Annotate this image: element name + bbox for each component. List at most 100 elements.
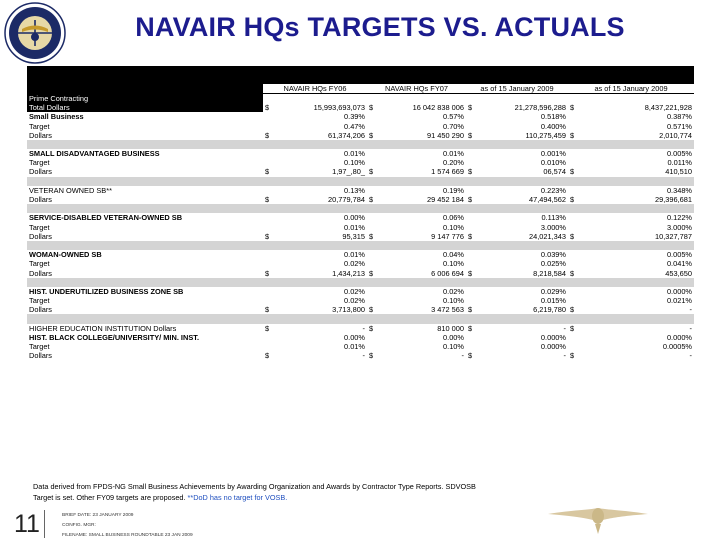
- currency-symbol: [466, 259, 482, 269]
- table-gap-row: [27, 314, 695, 324]
- targets-vs-actuals-table: NAVAIR HQs FY08 NAVAIR HQs FY09 ACTUALS ACT…: [27, 66, 695, 361]
- table-row: Target 0.02% 0.10% 0.015% 0.021%: [27, 296, 695, 306]
- currency-symbol: [568, 341, 580, 352]
- header-cell: [263, 66, 279, 76]
- currency-symbol: [367, 112, 378, 122]
- footnote-line-2: Target is set. Other FY09 targets are pr…: [33, 492, 593, 503]
- table-header-row: NAVAIR HQs FY06 NAVAIR HQs FY07 as of 15 J…: [27, 84, 695, 95]
- value-cell: 810 000: [378, 323, 466, 333]
- value-cell: 0.01%: [279, 149, 367, 159]
- header-cell: as of 15 January 2009: [466, 84, 568, 95]
- header-cell: as of 15 January 2009: [568, 84, 695, 95]
- value-cell: 47,494,562: [482, 194, 568, 205]
- value-cell: 61,374,206: [279, 130, 367, 140]
- currency-symbol: $: [466, 351, 482, 361]
- currency-symbol: [568, 332, 580, 342]
- value-cell: 410,510: [580, 167, 695, 177]
- value-cell: 0.122%: [580, 213, 695, 223]
- currency-symbol: $: [367, 167, 378, 177]
- row-label: Dollars: [27, 130, 263, 140]
- value-cell: 0.02%: [279, 259, 367, 269]
- value-cell: 2,010,774: [580, 130, 695, 140]
- header-cell: NAVAIR HQs FY07: [367, 84, 466, 95]
- currency-symbol: [568, 185, 580, 195]
- table-cell: [27, 139, 695, 149]
- value-cell: 24,021,343: [482, 231, 568, 241]
- brief-filename: FILENAME: SMALL BUSINESS ROUNDTABLE 23 J…: [62, 533, 193, 538]
- currency-symbol: [466, 296, 482, 306]
- value-cell: 0.04%: [378, 250, 466, 260]
- value-cell: 0.10%: [378, 341, 466, 352]
- currency-symbol: [466, 121, 482, 131]
- currency-symbol: [466, 250, 482, 260]
- value-cell: 0.02%: [279, 286, 367, 296]
- currency-symbol: $: [466, 323, 482, 333]
- currency-symbol: [568, 112, 580, 122]
- currency-symbol: [466, 222, 482, 232]
- currency-symbol: $: [568, 323, 580, 333]
- value-cell: 0.01%: [279, 341, 367, 352]
- currency-symbol: $: [367, 305, 378, 315]
- header-cell: [367, 75, 378, 85]
- currency-symbol: [466, 332, 482, 342]
- currency-symbol: [367, 158, 378, 168]
- header-cell: [27, 66, 263, 76]
- row-label: Target: [27, 259, 263, 269]
- table-cell: [27, 314, 695, 324]
- row-label: Small Business: [27, 112, 263, 122]
- value-cell: 0.029%: [482, 286, 568, 296]
- currency-symbol: [367, 341, 378, 352]
- value-cell: 0.20%: [378, 158, 466, 168]
- value-cell: 0.000%: [482, 341, 568, 352]
- row-label: Target: [27, 121, 263, 131]
- currency-symbol: $: [367, 268, 378, 278]
- value-cell: 0.02%: [279, 296, 367, 306]
- currency-symbol: $: [466, 268, 482, 278]
- currency-symbol: $: [263, 167, 279, 177]
- row-label: Dollars: [27, 167, 263, 177]
- table-row: Dollars $1,434,213 $6 006 694 $8,218,584 $45…: [27, 268, 695, 278]
- currency-symbol: [263, 112, 279, 122]
- row-label: HIGHER EDUCATION INSTITUTION Dollars: [27, 323, 263, 333]
- header-cell: [367, 66, 378, 76]
- currency-symbol: [263, 341, 279, 352]
- value-cell: 0.10%: [279, 158, 367, 168]
- currency-symbol: [568, 222, 580, 232]
- currency-symbol: [466, 112, 482, 122]
- currency-symbol: [466, 185, 482, 195]
- value-cell: 6 006 694: [378, 268, 466, 278]
- currency-symbol: [263, 213, 279, 223]
- table-row: Small Business 0.39% 0.57% 0.518% 0.387%: [27, 112, 695, 122]
- table-row: HIST. UNDERUTILIZED BUSINESS ZONE SB 0.02…: [27, 286, 695, 296]
- value-cell: 15,993,693,073: [279, 103, 367, 113]
- currency-symbol: [466, 158, 482, 168]
- value-cell: -: [279, 323, 367, 333]
- value-cell: 0.010%: [482, 158, 568, 168]
- currency-symbol: [568, 286, 580, 296]
- row-label: Target: [27, 341, 263, 352]
- footnote-line-1: Data derived from FPDS-NG Small Business…: [33, 482, 476, 491]
- value-cell: 21,278,596,288: [482, 103, 568, 113]
- currency-symbol: [466, 213, 482, 223]
- value-cell: 0.000%: [580, 286, 695, 296]
- table-header-row: ACTUALS ACTUALS: [27, 75, 695, 85]
- currency-symbol: $: [568, 130, 580, 140]
- row-label: HIST. UNDERUTILIZED BUSINESS ZONE SB: [27, 286, 263, 296]
- navair-seal-logo: [4, 2, 66, 64]
- table-row: Target 0.01% 0.10% 3.000% 3.000%: [27, 222, 695, 232]
- value-cell: 3.000%: [482, 222, 568, 232]
- header-cell: NAVAIR HQs FY09: [568, 66, 695, 76]
- currency-symbol: [367, 213, 378, 223]
- value-cell: 0.47%: [279, 121, 367, 131]
- header-cell: [279, 75, 367, 85]
- value-cell: 0.13%: [279, 185, 367, 195]
- value-cell: 0.0005%: [580, 341, 695, 352]
- row-label: VETERAN OWNED SB**: [27, 185, 263, 195]
- value-cell: 0.025%: [482, 259, 568, 269]
- currency-symbol: [263, 121, 279, 131]
- header-cell: NAVAIR HQs FY06: [263, 84, 367, 95]
- header-cell: [263, 75, 279, 85]
- currency-symbol: [263, 250, 279, 260]
- value-cell: 3,713,800: [279, 305, 367, 315]
- currency-symbol: [466, 341, 482, 352]
